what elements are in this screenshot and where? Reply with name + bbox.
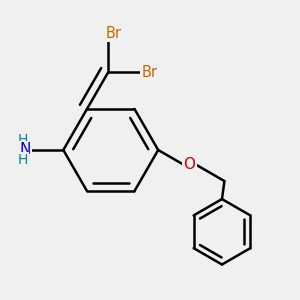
- Text: H: H: [17, 153, 28, 167]
- Text: Br: Br: [141, 64, 157, 80]
- Text: N: N: [19, 142, 30, 158]
- Text: H: H: [17, 133, 28, 147]
- Text: O: O: [184, 157, 196, 172]
- Text: Br: Br: [105, 26, 121, 41]
